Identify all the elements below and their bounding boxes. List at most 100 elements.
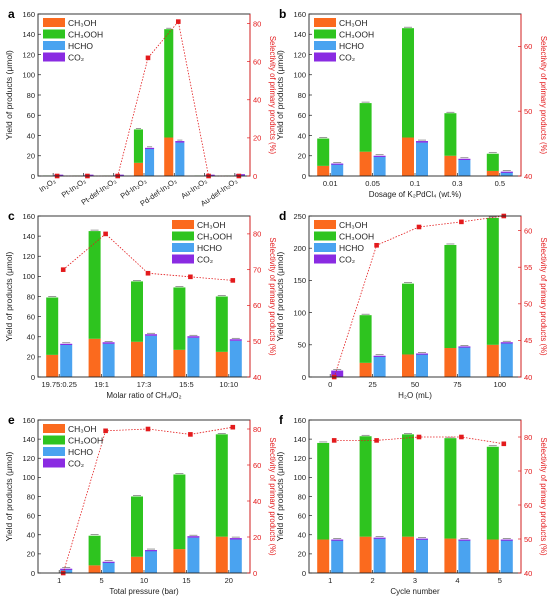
y2-tick-label: 0	[253, 172, 257, 181]
legend-label: HCHO	[197, 243, 222, 253]
y-axis-label: Yield of products (μmol)	[4, 252, 14, 342]
selectivity-marker	[459, 219, 464, 225]
y-tick-label: 150	[293, 276, 306, 285]
bar-ch3ooh	[486, 153, 499, 171]
bar-hcho	[175, 142, 185, 176]
bar-ch3oh	[164, 137, 174, 176]
x-tick-label: 100	[494, 380, 507, 389]
bar-ch3ooh	[359, 436, 372, 537]
bar-hcho	[60, 569, 73, 573]
y2-tick-label: 40	[253, 96, 261, 105]
x-tick-label: 75	[453, 380, 461, 389]
bar-co2	[145, 147, 155, 150]
y-tick-label: 100	[293, 308, 306, 317]
bar-ch3oh	[131, 341, 143, 377]
x-tick-label: 3	[413, 576, 417, 585]
selectivity-marker	[459, 434, 464, 440]
bar-co2	[331, 370, 344, 377]
bar-ch3oh	[444, 348, 457, 377]
selectivity-marker	[374, 438, 379, 443]
bar-hcho	[416, 539, 428, 573]
bar-ch3oh	[46, 354, 59, 377]
selectivity-marker	[230, 278, 236, 283]
legend-label: CO₂	[339, 53, 355, 63]
panel-letter: d	[279, 209, 286, 223]
y2-tick-label: 45	[524, 336, 532, 345]
panel-letter: b	[279, 7, 286, 21]
selectivity-marker	[331, 438, 337, 443]
bar-ch3ooh	[46, 297, 59, 355]
y2-tick-label: 0	[253, 569, 257, 578]
selectivity-marker	[60, 267, 66, 272]
bar-hcho	[102, 562, 115, 573]
y-tick-label: 40	[298, 131, 306, 140]
y2-tick-label: 50	[524, 535, 532, 544]
bar-hcho	[102, 343, 115, 377]
y2-tick-label: 80	[253, 425, 261, 434]
bar-co2	[500, 342, 513, 344]
y-tick-label: 140	[293, 435, 306, 444]
y2-tick-label: 80	[253, 19, 261, 28]
x-tick-label: 10:10	[219, 380, 238, 389]
bar-hcho	[229, 539, 242, 573]
bar-co2	[458, 539, 471, 541]
bar-hcho	[229, 340, 242, 377]
x-tick-label: 0.05	[365, 179, 380, 188]
legend-swatch	[172, 243, 194, 252]
legend-swatch	[172, 220, 194, 229]
bar-co2	[373, 155, 386, 157]
selectivity-marker	[188, 274, 193, 280]
selectivity-marker	[416, 224, 422, 230]
y-tick-label: 20	[298, 152, 306, 161]
y-tick-label: 100	[22, 473, 35, 482]
y2-tick-label: 50	[524, 107, 532, 116]
bar-co2	[229, 538, 242, 540]
bar-hcho	[145, 148, 155, 176]
bar-ch3oh	[173, 349, 186, 377]
bar-ch3oh	[359, 362, 372, 377]
panel-c: 0 20 40 60 80 100 120 140 160 40 50 60 70 80 19.75:0.2…	[4, 209, 277, 400]
bar-hcho	[145, 335, 157, 377]
selectivity-marker	[145, 426, 151, 432]
y-tick-label: 100	[293, 71, 306, 80]
y-tick-label: 140	[22, 30, 35, 39]
legend-swatch	[314, 220, 336, 229]
selectivity-marker	[175, 19, 181, 24]
bar-hcho	[373, 156, 386, 176]
x-tick-label: 4	[455, 576, 459, 585]
selectivity-line	[62, 233, 233, 281]
y-tick-label: 60	[27, 511, 35, 520]
selectivity-marker	[145, 270, 151, 276]
panel-f: 0 20 40 60 80 100 120 140 160 40 50 60 70 80 1 2 3 4 5 Yiel…	[275, 413, 548, 596]
y-tick-label: 0	[302, 569, 306, 578]
bar-ch3oh	[486, 539, 499, 573]
y-tick-label: 250	[293, 212, 306, 221]
y-tick-label: 160	[293, 416, 306, 425]
bar-ch3ooh	[215, 434, 228, 537]
legend-label: CO₂	[68, 459, 84, 469]
bar-hcho	[458, 540, 471, 573]
y2-tick-label: 40	[253, 497, 261, 506]
y-tick-label: 100	[22, 272, 35, 281]
x-tick-label: 1	[328, 576, 332, 585]
legend-swatch	[314, 52, 336, 62]
x-tick-label: 1	[57, 576, 61, 585]
y-tick-label: 0	[31, 569, 35, 578]
bar-co2	[500, 539, 513, 541]
legend-label: HCHO	[68, 447, 93, 457]
y-tick-label: 140	[22, 232, 35, 241]
legend-swatch	[43, 41, 65, 50]
y-tick-label: 0	[302, 373, 306, 382]
y-tick-label: 120	[22, 454, 35, 463]
bar-co2	[229, 339, 242, 341]
x-tick-label: 2	[371, 576, 375, 585]
y-tick-label: 120	[22, 252, 35, 261]
y-tick-label: 50	[298, 341, 306, 350]
legend-label: CH₃OOH	[339, 30, 374, 40]
bar-ch3ooh	[88, 231, 101, 339]
bar-ch3ooh	[359, 315, 372, 363]
